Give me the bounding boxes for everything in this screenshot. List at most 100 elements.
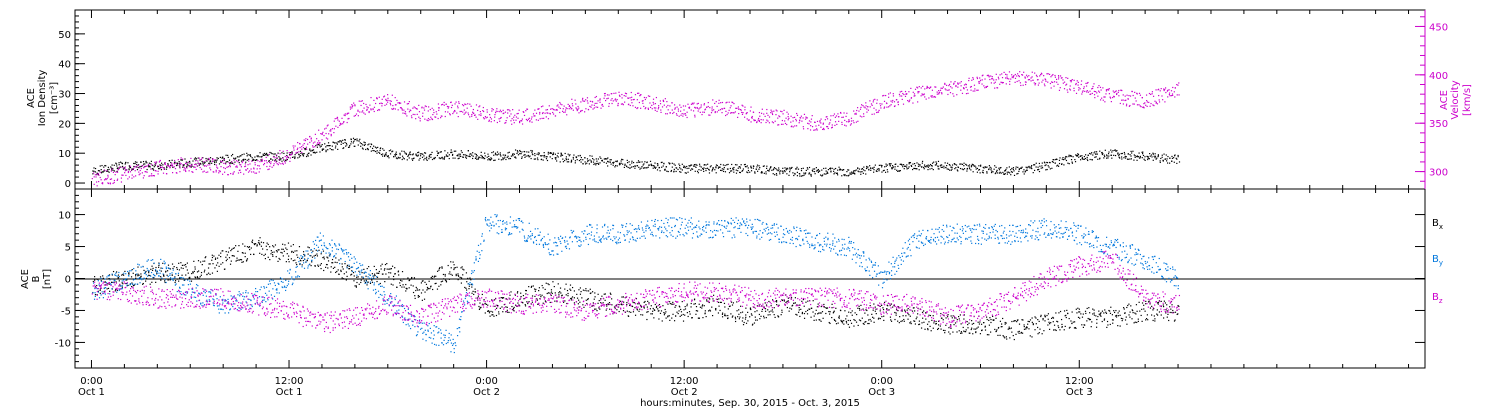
data-point [102,275,104,277]
data-point [765,167,768,169]
data-point [540,106,543,108]
data-point [1169,157,1171,159]
data-point [330,130,332,132]
data-point [843,112,845,114]
data-point [1045,80,1047,82]
data-point [756,164,759,166]
data-point [211,259,213,261]
data-point [761,108,763,110]
data-point [937,168,939,170]
data-point [566,107,568,110]
data-point [396,99,398,102]
data-point [270,250,272,252]
data-point [121,274,123,276]
data-point [1033,169,1036,172]
data-point [582,304,584,306]
data-point [777,117,779,119]
data-point [620,162,622,164]
data-point [793,116,796,118]
data-point [482,117,485,119]
data-point [419,157,421,160]
data-point [323,134,325,137]
data-point [380,147,382,149]
data-point [183,164,185,166]
data-point [554,153,557,155]
data-point [1044,78,1046,80]
data-point [680,106,682,108]
data-point [711,110,713,112]
data-point [702,111,704,113]
data-point [1014,81,1016,83]
data-point [858,168,861,170]
data-point [541,294,543,296]
data-point [228,257,231,259]
data-point [95,181,98,183]
data-point [1031,71,1033,73]
data-point [760,119,762,121]
data-point [688,107,691,109]
data-point [184,263,187,266]
data-point [253,159,255,161]
data-point [749,171,751,173]
data-point [1065,84,1067,86]
data-point [410,115,413,117]
data-point [522,294,525,297]
data-point [845,125,847,127]
data-point [651,108,653,110]
data-point [331,149,333,151]
data-point [719,309,721,312]
data-point [166,165,168,167]
data-point [160,279,162,281]
data-point [729,170,732,172]
data-point [709,310,712,312]
data-point [96,284,98,287]
data-point [440,284,442,286]
data-point [661,320,663,322]
data-point [894,105,896,107]
data-point [393,278,395,281]
data-point [771,110,773,113]
data-point [107,176,109,178]
data-point [1018,170,1020,172]
data-point [924,96,926,98]
data-point [298,246,301,248]
data-point [736,301,738,303]
data-point [159,167,162,169]
data-point [877,168,880,170]
data-point [1004,170,1007,172]
data-point [981,79,983,81]
data-point [157,173,159,175]
data-point [403,158,405,160]
data-point [833,173,835,175]
data-point [686,305,688,307]
data-point [1083,86,1085,88]
data-point [556,105,558,107]
data-point [596,160,598,162]
data-point [457,155,459,157]
data-point [486,109,488,111]
data-point [137,275,139,277]
data-point [193,260,195,262]
data-point [104,170,106,172]
data-point [587,298,589,300]
data-point [851,172,854,174]
data-point [386,268,388,270]
data-point [207,267,210,269]
data-point [1006,171,1008,173]
data-point [984,87,986,89]
data-point [586,290,588,292]
data-point [1113,95,1115,97]
data-point [227,166,229,168]
data-point [993,82,995,84]
data-point [329,254,331,256]
data-point [1107,153,1110,155]
data-point [231,153,234,156]
data-point [545,301,547,303]
data-point [178,269,181,271]
data-point [622,103,624,105]
data-point [926,87,928,89]
data-point [567,295,569,297]
data-point [531,295,534,297]
data-point [227,174,229,176]
data-point [425,158,428,160]
